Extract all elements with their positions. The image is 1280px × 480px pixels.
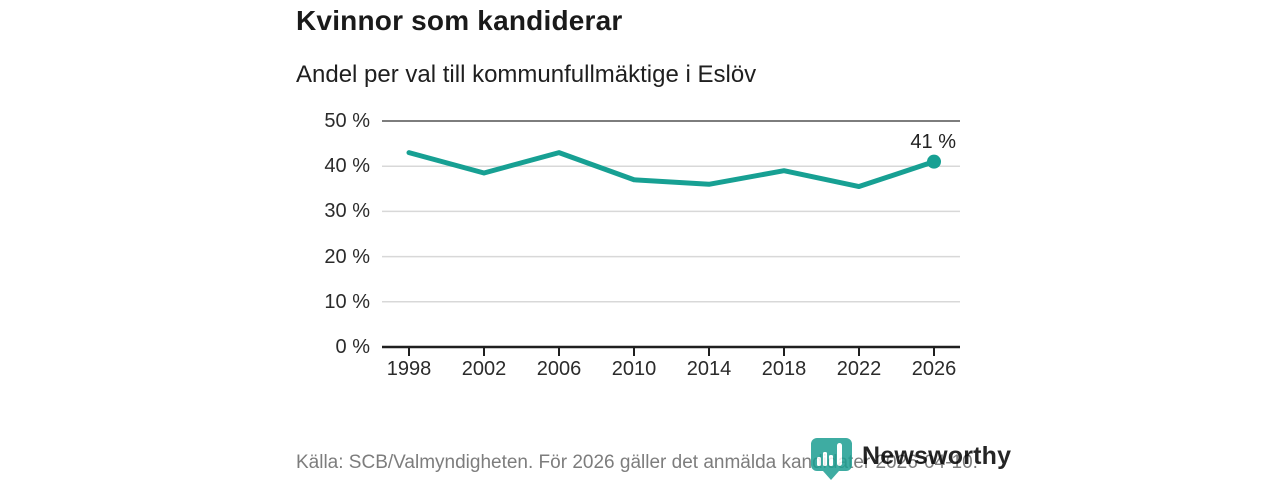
endpoint-dot <box>927 154 941 169</box>
source-note: Källa: SCB/Valmyndigheten. För 2026 gäll… <box>296 452 978 473</box>
endpoint-value-label: 41 % <box>910 131 956 153</box>
x-tick-label: 1998 <box>386 358 432 380</box>
chart-subtitle: Andel per val till kommunfullmäktige i E… <box>296 61 757 88</box>
x-tick-label: 2010 <box>611 358 657 380</box>
y-tick-label: 0 % <box>335 336 370 358</box>
x-tick-label: 2018 <box>761 358 807 380</box>
y-tick-label: 50 % <box>324 110 370 132</box>
newsworthy-logo-text: Newsworthy <box>862 442 1012 470</box>
x-tick-label: 2006 <box>536 358 582 380</box>
newsworthy-logo-icon <box>811 438 852 480</box>
newsworthy-logo: Newsworthy <box>808 437 1011 480</box>
x-tick-label: 2026 <box>911 358 957 380</box>
y-tick-label: 20 % <box>324 245 370 268</box>
x-tick-label: 2014 <box>686 358 732 380</box>
y-tick-label: 40 % <box>324 155 370 178</box>
y-tick-label: 10 % <box>324 290 370 313</box>
y-tick-label: 30 % <box>324 200 370 223</box>
x-tick-label: 2022 <box>836 358 882 380</box>
data-line <box>406 150 937 190</box>
x-tick-label: 2002 <box>461 358 507 380</box>
chart-title: Kvinnor som kandiderar <box>296 5 623 36</box>
